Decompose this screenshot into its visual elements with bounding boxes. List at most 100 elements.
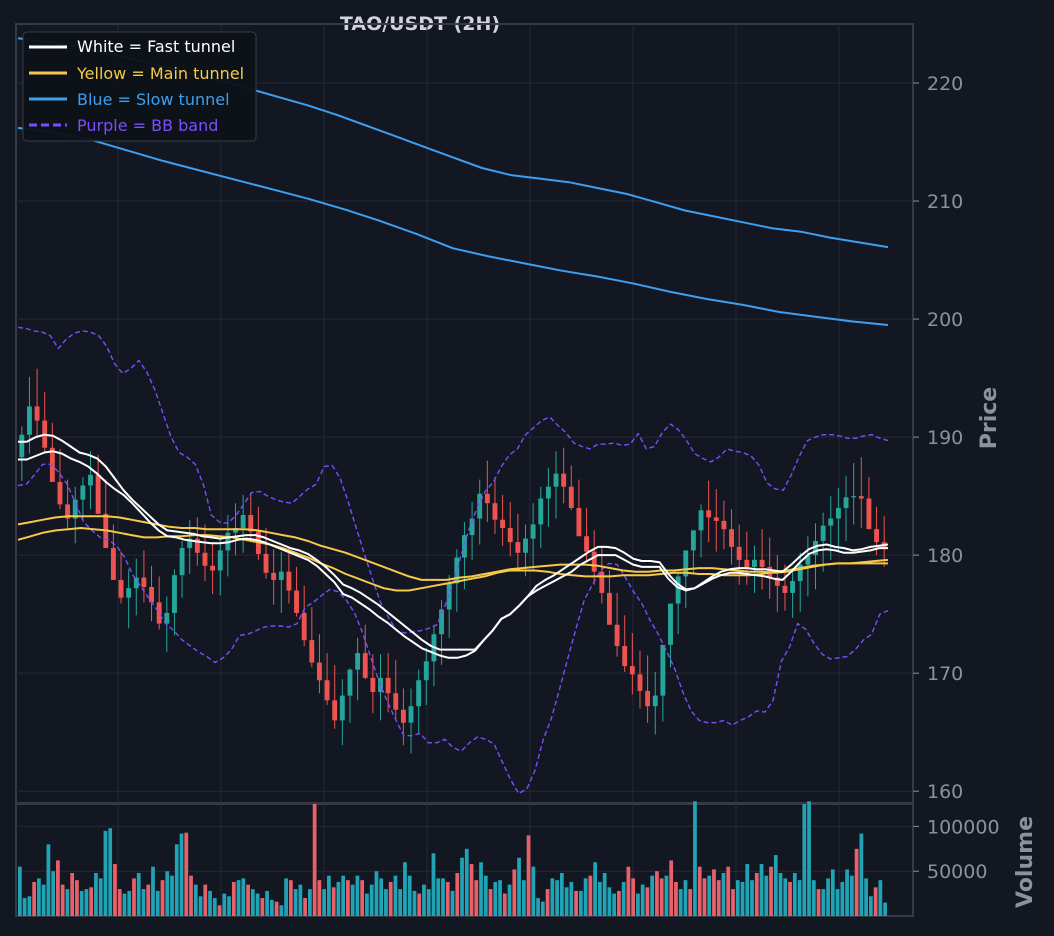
candle-body bbox=[675, 576, 681, 604]
volume-bar bbox=[374, 871, 379, 916]
volume-bar bbox=[98, 878, 103, 916]
volume-bar bbox=[578, 890, 583, 916]
candle-body bbox=[80, 485, 86, 500]
volume-bar bbox=[79, 890, 84, 916]
candle-body bbox=[584, 536, 589, 552]
volume-bar bbox=[816, 889, 821, 916]
candle-body bbox=[271, 572, 277, 580]
volume-bar bbox=[22, 898, 27, 916]
volume-bar bbox=[655, 871, 659, 916]
volume-bar bbox=[521, 880, 526, 916]
candle-body bbox=[317, 662, 322, 681]
candle-body bbox=[362, 653, 368, 678]
volume-bar bbox=[170, 875, 174, 916]
volume-bar bbox=[574, 890, 578, 916]
candle-body bbox=[194, 538, 200, 553]
volume-bar bbox=[422, 884, 426, 916]
candle-body bbox=[370, 677, 376, 693]
volume-bar bbox=[849, 875, 854, 916]
candle-body bbox=[133, 577, 139, 589]
volume-bar bbox=[27, 896, 32, 916]
candle-body bbox=[591, 551, 597, 572]
volume-bar bbox=[341, 875, 346, 916]
candle-body bbox=[49, 447, 55, 482]
volume-bar bbox=[298, 884, 303, 916]
volume-bar bbox=[617, 890, 621, 916]
candle-body bbox=[309, 640, 315, 663]
volume-bar bbox=[37, 878, 41, 916]
volume-bar bbox=[788, 881, 792, 916]
candle-body bbox=[530, 524, 536, 539]
candle-body bbox=[27, 406, 32, 435]
volume-bar bbox=[398, 889, 403, 916]
candle-body bbox=[835, 507, 841, 519]
volume-bar bbox=[212, 898, 217, 916]
volume-bar bbox=[493, 881, 498, 916]
volume-bar bbox=[269, 899, 274, 916]
candle-body bbox=[561, 473, 567, 487]
price-axis-ticks: 160 170 180 190 200 210 220 bbox=[913, 73, 963, 803]
volume-bar bbox=[845, 869, 849, 916]
volume-bar bbox=[735, 880, 740, 916]
volume-bar bbox=[631, 878, 636, 916]
candle-body bbox=[72, 499, 78, 519]
candle-body bbox=[248, 515, 254, 532]
candle-body bbox=[622, 646, 628, 667]
volume-bar bbox=[365, 893, 369, 916]
volume-bar bbox=[231, 881, 236, 916]
volume-bar bbox=[626, 866, 631, 916]
candle-body bbox=[19, 434, 25, 458]
volume-bar bbox=[288, 880, 293, 916]
candle-body bbox=[210, 565, 216, 571]
volume-bar bbox=[384, 889, 388, 916]
candle-body bbox=[477, 493, 483, 519]
candle-body bbox=[156, 602, 162, 624]
volume-bar bbox=[103, 830, 108, 916]
volume-bar bbox=[346, 880, 350, 916]
legend-box bbox=[22, 31, 257, 142]
volume-bar bbox=[488, 889, 493, 916]
legend-label-bb: Purple = BB band bbox=[77, 116, 218, 135]
candle-body bbox=[88, 474, 93, 486]
volume-bar bbox=[802, 804, 807, 916]
volume-bar bbox=[588, 875, 593, 916]
volume-bar bbox=[293, 889, 298, 916]
volume-bar bbox=[645, 887, 650, 916]
volume-axis-label: Volume bbox=[1013, 816, 1038, 908]
candle-body bbox=[805, 555, 811, 565]
volume-bar bbox=[712, 869, 716, 916]
volume-bar bbox=[583, 878, 588, 916]
volume-bar bbox=[555, 880, 559, 916]
candle-body bbox=[446, 583, 452, 610]
candle-body bbox=[347, 669, 353, 696]
volume-bar bbox=[868, 896, 873, 916]
volume-bar bbox=[284, 878, 288, 916]
candle-body bbox=[233, 527, 238, 533]
candle-body bbox=[240, 515, 246, 528]
price-tick-label: 160 bbox=[927, 781, 963, 803]
candle-body bbox=[874, 529, 879, 543]
volume-bar bbox=[151, 866, 155, 916]
candle-body bbox=[217, 550, 223, 571]
legend-label-slow: Blue = Slow tunnel bbox=[77, 90, 230, 109]
volume-bar bbox=[726, 866, 731, 916]
candle-body bbox=[57, 481, 63, 505]
volume-bar bbox=[222, 893, 227, 916]
volume-bar bbox=[241, 878, 246, 916]
fast-tunnel-upper-line bbox=[18, 433, 889, 651]
volume-bar bbox=[127, 890, 132, 916]
candle-body bbox=[744, 559, 750, 567]
volume-bar bbox=[165, 871, 170, 916]
candle-body bbox=[752, 559, 757, 567]
volume-bar bbox=[184, 832, 189, 916]
volume-bar bbox=[598, 881, 602, 916]
candle-body bbox=[774, 577, 780, 586]
volume-bar bbox=[193, 884, 198, 916]
volume-bar bbox=[607, 887, 612, 916]
volume-bar bbox=[65, 889, 70, 916]
volume-bar bbox=[854, 848, 859, 916]
volume-bar bbox=[308, 889, 312, 916]
volume-bar bbox=[322, 889, 327, 916]
